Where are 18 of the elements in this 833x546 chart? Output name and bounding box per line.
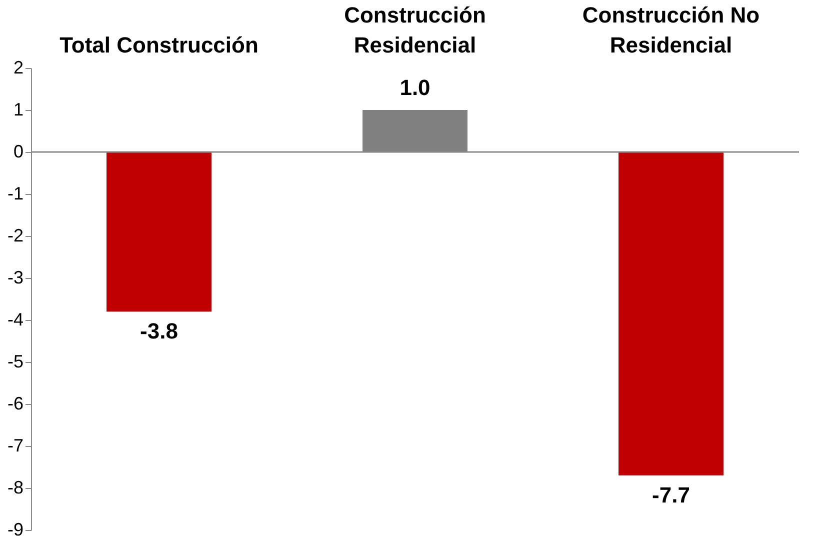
y-tick-label: 2 bbox=[13, 58, 24, 78]
x-tick-label: Construcción No Residencial bbox=[582, 2, 760, 58]
y-tick-label: -1 bbox=[7, 184, 24, 204]
x-tick-label: Total Construcción bbox=[60, 32, 258, 58]
y-tick-label: -4 bbox=[7, 310, 24, 330]
y-tick-label: -2 bbox=[7, 226, 24, 246]
data-label: -3.8 bbox=[140, 318, 178, 344]
y-tick-label: -9 bbox=[7, 520, 24, 540]
y-tick-label: -6 bbox=[7, 394, 24, 414]
y-tick-label: -8 bbox=[7, 478, 24, 498]
data-label: 1.0 bbox=[400, 75, 430, 100]
data-label: -7.7 bbox=[652, 482, 690, 508]
x-tick-label: Construcción Residencial bbox=[344, 2, 486, 58]
y-tick-label: 0 bbox=[13, 142, 24, 162]
y-tick-label: 1 bbox=[13, 100, 24, 120]
y-tick-label: -3 bbox=[7, 268, 24, 288]
y-tick-label: -7 bbox=[7, 436, 24, 456]
y-tick-label: -5 bbox=[7, 352, 24, 372]
